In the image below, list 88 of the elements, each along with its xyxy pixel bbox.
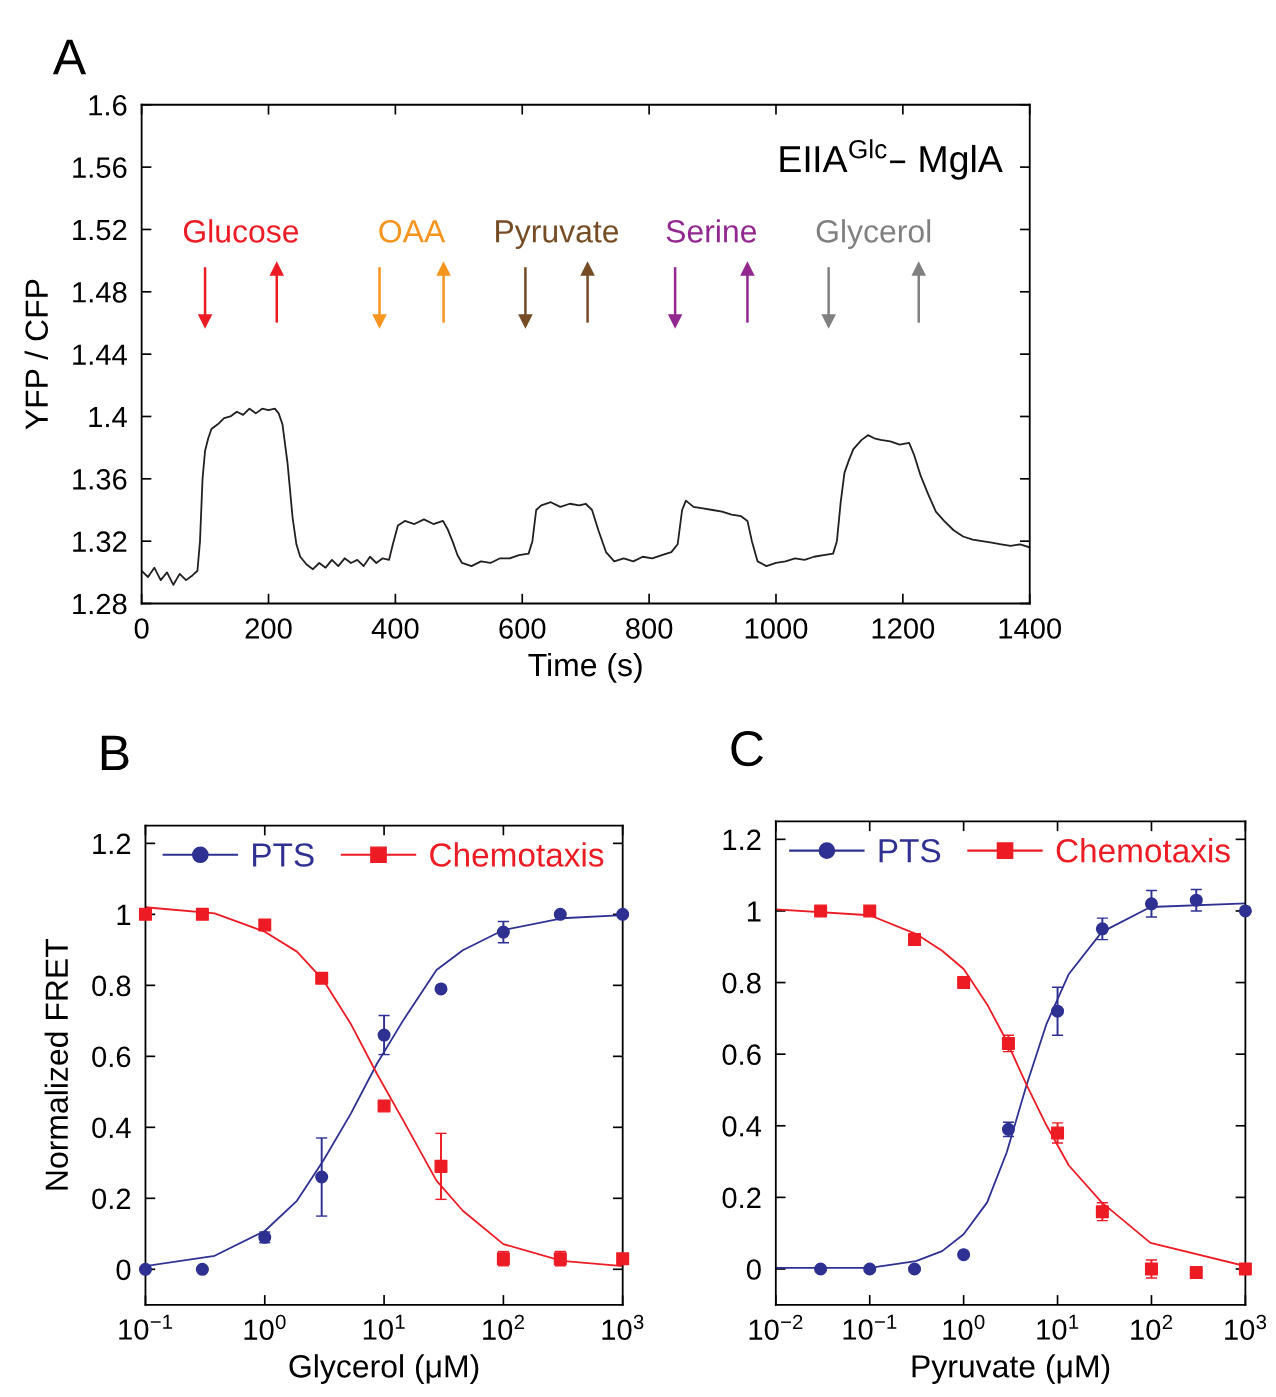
y-tick-label: 1.2 [93,833,131,854]
y-axis-title: YFP / CFP [24,279,49,430]
point [1189,893,1203,907]
y-tick-label: 1 [117,904,131,925]
point [814,1262,828,1276]
series-label: Glucose [183,219,299,243]
y-tick-label: 1.52 [73,219,127,241]
x-tick-label: 10$^{3}$ [1225,1314,1267,1341]
x-tick-label: 1000 [745,618,808,639]
legend-label: Chemotaxis [430,842,604,867]
y-axis-title: Normalized FRET [44,939,69,1190]
series-label: Serine [666,219,757,243]
point [908,933,922,947]
y-tick-label: 1.32 [73,531,127,553]
y-tick-label: 0.4 [722,1115,762,1137]
series-label: Glycerol [816,219,931,249]
x-axis-title: Pyruvate (μM) [912,1354,1110,1384]
x-tick-label: 1400 [999,618,1062,639]
point [377,1028,391,1042]
x-tick-label: 800 [626,618,673,639]
x-tick-label: 1200 [872,618,935,639]
x-tick-label: 10$^{1}$ [1037,1314,1079,1340]
legend-label: PTS [879,838,941,863]
point [863,1262,877,1276]
x-tick-label: 400 [371,618,419,639]
point [863,904,877,918]
point [1095,922,1109,936]
x-tick-label: 10$^{0}$ [244,1314,286,1341]
x-tick-label: 10$^{−1}$ [843,1314,897,1340]
x-tick-label: 10$^{−2}$ [749,1314,803,1341]
point [908,1262,922,1276]
x-tick-label: 10$^{1}$ [363,1314,405,1340]
point [1095,1205,1109,1219]
point [1238,1262,1252,1276]
y-tick-label: 1.28 [73,593,127,615]
y-tick-label: 1.2 [723,829,761,850]
y-tick-label: 0 [746,1259,761,1280]
y-tick-label: 1.36 [73,469,127,490]
y-tick-label: 0.6 [92,1046,131,1068]
y-tick-label: 1.6 [89,94,127,116]
point [496,925,510,939]
x-tick-label: 10$^{0}$ [943,1314,985,1341]
chart-title: C [731,730,764,767]
point [957,1248,971,1262]
line-series [141,407,1030,586]
chart-title: B [101,735,129,771]
point [315,1170,329,1184]
y-tick-label: 1.44 [73,344,127,365]
y-tick-label: 0.4 [92,1117,131,1139]
x-tick-label: 10$^{−1}$ [119,1314,173,1340]
series-label: OAA [379,220,446,243]
legend-label: PTS [253,843,314,867]
y-tick-label: 0.8 [722,972,761,994]
point [1144,897,1158,911]
y-tick-label: 0.2 [92,1188,131,1210]
y-tick-label: 1 [747,901,761,922]
x-tick-label: 600 [499,618,546,639]
y-tick-label: 1.56 [73,157,127,178]
point [1189,1266,1203,1280]
y-tick-label: 1.48 [73,282,127,303]
x-tick-label: 10$^{3}$ [602,1314,644,1341]
y-tick-label: 0.6 [722,1044,761,1066]
point [258,918,272,932]
y-tick-label: 0 [116,1259,131,1281]
point [957,976,971,990]
point [616,907,630,921]
point [1238,904,1252,918]
point [315,971,329,985]
point [377,1099,391,1113]
y-tick-label: 1.4 [89,406,127,428]
chart-title: A [52,39,87,75]
x-axis-title: Glycerol (μM) [289,1354,479,1384]
x-tick-label: 10$^{2}$ [483,1314,524,1341]
x-axis-title: Time (s) [528,652,642,683]
y-tick-label: 0.2 [722,1187,761,1209]
annotation: EIIA$^{Glc}$– MglA [780,139,1003,180]
point [1051,1004,1065,1018]
x-tick-label: 0 [134,618,149,639]
x-tick-label: 10$^{2}$ [1131,1314,1173,1341]
series-label: Pyruvate [496,220,619,249]
point [1051,1126,1065,1140]
point [616,1252,630,1266]
point [138,1262,152,1276]
point [138,907,152,921]
legend-label: Chemotaxis [1056,838,1230,863]
point [814,904,828,918]
x-tick-label: 200 [245,618,292,639]
y-tick-label: 0.8 [92,975,131,997]
